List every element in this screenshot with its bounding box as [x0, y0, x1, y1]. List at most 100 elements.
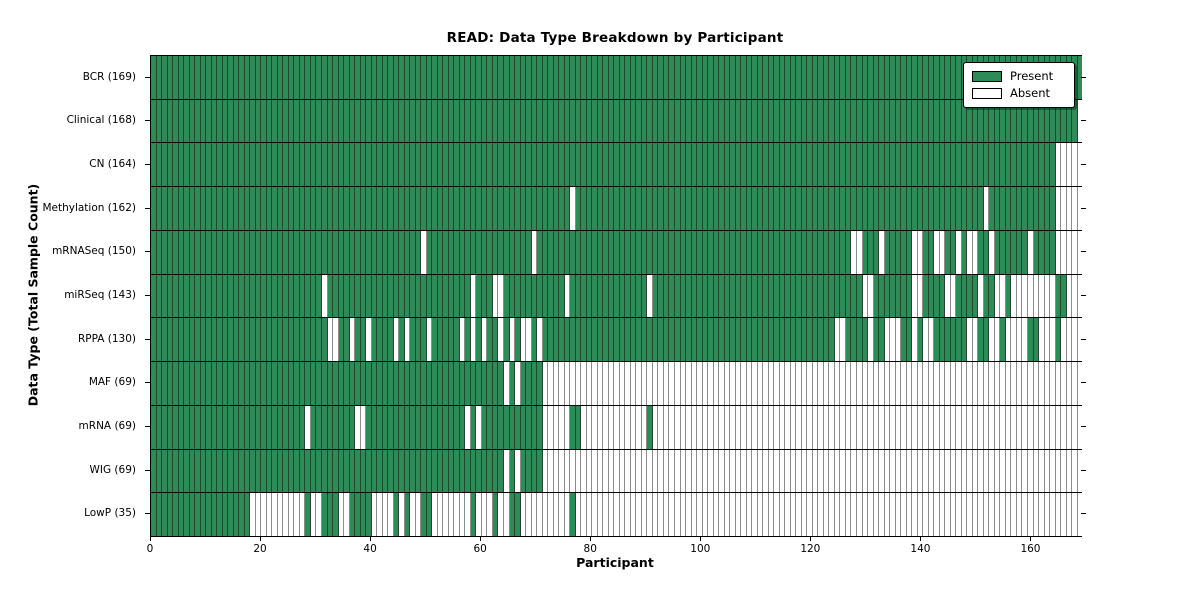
cell — [812, 143, 819, 187]
cell — [261, 493, 267, 537]
cell — [476, 449, 482, 493]
cell — [619, 143, 626, 187]
cell — [950, 99, 957, 143]
cell — [244, 99, 251, 143]
cell — [956, 56, 962, 99]
cell — [388, 187, 394, 230]
cell — [167, 143, 174, 187]
cell — [713, 493, 720, 537]
cell — [702, 318, 709, 362]
cell — [299, 187, 306, 230]
cell — [548, 230, 554, 274]
cell — [983, 449, 990, 493]
cell — [768, 449, 775, 493]
cell — [686, 274, 692, 318]
cell — [393, 493, 400, 537]
cell — [432, 362, 438, 405]
cell — [151, 99, 157, 143]
cell — [735, 405, 742, 449]
cell — [305, 99, 311, 143]
cell — [895, 143, 902, 187]
cell — [266, 56, 273, 99]
cell — [465, 362, 471, 405]
cell — [581, 99, 587, 143]
cell — [608, 318, 615, 362]
cell — [239, 318, 245, 362]
cell — [663, 230, 670, 274]
cell — [377, 318, 383, 362]
cell — [266, 230, 273, 274]
cell — [344, 405, 350, 449]
cell — [934, 56, 940, 99]
cell — [917, 493, 924, 537]
cell — [967, 362, 973, 405]
cell — [1011, 143, 1017, 187]
cell — [597, 449, 604, 493]
cell — [829, 449, 835, 493]
cell — [1077, 318, 1083, 362]
cell — [426, 56, 433, 99]
cell — [658, 56, 664, 99]
cell — [184, 143, 190, 187]
cell — [801, 449, 808, 493]
cell — [415, 187, 422, 230]
cell — [531, 362, 538, 405]
present-label: Present — [1010, 68, 1054, 83]
cell — [879, 449, 885, 493]
cell — [189, 318, 196, 362]
cell — [630, 187, 637, 230]
cell — [531, 405, 538, 449]
cell — [1039, 99, 1045, 143]
cell — [961, 362, 968, 405]
cell — [454, 362, 460, 405]
cell — [619, 99, 626, 143]
cell — [801, 318, 808, 362]
cell — [537, 318, 543, 362]
cell — [255, 493, 262, 537]
cell — [515, 143, 521, 187]
cell — [763, 143, 769, 187]
cell — [956, 449, 962, 493]
cell — [592, 143, 598, 187]
cell — [614, 99, 620, 143]
cell — [459, 187, 466, 230]
cell — [597, 187, 604, 230]
cell — [553, 99, 560, 143]
cell — [327, 187, 334, 230]
cell — [807, 493, 813, 537]
cell — [636, 143, 642, 187]
cell — [200, 187, 207, 230]
cell — [277, 56, 284, 99]
cell — [410, 274, 416, 318]
cell — [845, 318, 852, 362]
cell — [950, 318, 957, 362]
cell — [244, 187, 251, 230]
cell — [178, 318, 185, 362]
cell — [321, 187, 328, 230]
cell — [233, 274, 240, 318]
cell — [592, 318, 598, 362]
cell — [697, 449, 703, 493]
cell — [305, 449, 311, 493]
cell — [763, 230, 769, 274]
cell — [647, 362, 653, 405]
cell — [1016, 274, 1023, 318]
cell — [691, 449, 698, 493]
left-tick-mark — [145, 76, 150, 78]
cell — [752, 493, 758, 537]
cell — [906, 405, 913, 449]
cell — [757, 99, 764, 143]
cell — [531, 143, 538, 187]
cell — [388, 143, 394, 187]
cell — [537, 405, 543, 449]
cell — [1011, 230, 1017, 274]
cell — [868, 405, 874, 449]
cell — [211, 143, 218, 187]
cell — [1011, 274, 1017, 318]
cell — [779, 362, 786, 405]
cell — [868, 318, 874, 362]
cell — [520, 99, 527, 143]
cell — [338, 99, 345, 143]
cell — [1027, 143, 1034, 187]
cell — [884, 187, 891, 230]
